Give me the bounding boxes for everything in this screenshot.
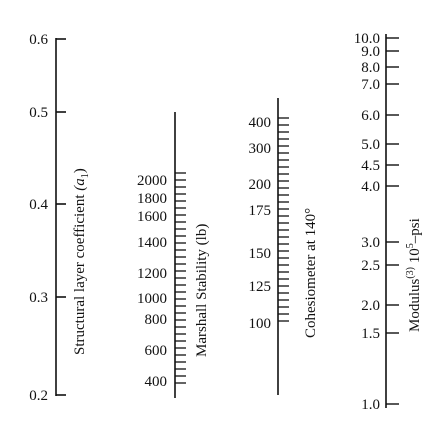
axis-title-marshall: Marshall Stability (lb)	[194, 224, 210, 357]
tick-label-modulus-12: 1.0	[361, 397, 380, 413]
axis-title-modulus: Modulus(3) 105–psi	[405, 218, 423, 332]
tick-label-modulus-8: 3.0	[361, 235, 380, 251]
tick-label-cohesiometer-1: 300	[249, 141, 272, 157]
axis-title-a1: Structural layer coefficient (a1)	[72, 168, 91, 355]
tick-label-modulus-0: 10.0	[354, 31, 380, 47]
tick-label-cohesiometer-2: 200	[249, 177, 272, 193]
tick-label-cohesiometer-5: 125	[249, 279, 272, 295]
tick-label-marshall-0: 2000	[137, 173, 167, 189]
tick-label-a1-3: 0.3	[29, 290, 48, 306]
tick-label-modulus-1: 9.0	[361, 44, 380, 60]
tick-label-modulus-6: 4.5	[361, 158, 380, 174]
tick-label-cohesiometer-6: 100	[249, 316, 272, 332]
tick-label-a1-2: 0.4	[29, 197, 48, 213]
tick-label-modulus-10: 2.0	[361, 298, 380, 314]
tick-label-cohesiometer-0: 400	[249, 115, 272, 131]
tick-label-modulus-9: 2.5	[361, 258, 380, 274]
tick-label-marshall-2: 1600	[137, 209, 167, 225]
tick-label-marshall-6: 800	[145, 312, 168, 328]
tick-label-marshall-3: 1400	[137, 235, 167, 251]
scale-modulus: 10.0 9.0 8.0 7.0 6.0 5.0 4.5 4.0 3.0 2.5…	[354, 31, 423, 413]
tick-label-modulus-7: 4.0	[361, 179, 380, 195]
tick-label-marshall-1: 1800	[137, 191, 167, 207]
scale-structural-layer-coefficient: 0.6 0.5 0.4 0.3 0.2 Structural layer coe…	[29, 32, 91, 404]
tick-label-a1-0: 0.6	[29, 32, 48, 48]
tick-label-modulus-5: 5.0	[361, 137, 380, 153]
tick-label-marshall-4: 1200	[137, 266, 167, 282]
minor-ticks-cohesiometer	[278, 117, 289, 322]
minor-ticks-marshall	[175, 172, 186, 384]
tick-label-marshall-7: 600	[145, 343, 168, 359]
tick-label-marshall-5: 1000	[137, 291, 167, 307]
tick-label-marshall-8: 400	[145, 374, 168, 390]
tick-label-a1-4: 0.2	[29, 388, 48, 404]
tick-label-modulus-2: 8.0	[361, 60, 380, 76]
scale-cohesiometer: 400 300 200 175 150 125 100 Cohesiometer…	[249, 98, 319, 395]
tick-label-modulus-3: 7.0	[361, 77, 380, 93]
tick-label-cohesiometer-3: 175	[249, 203, 272, 219]
axis-title-cohesiometer: Cohesiometer at 140°	[303, 208, 319, 338]
scale-marshall-stability: 2000 1800 1600 1400 1200 1000 800 600 40…	[137, 112, 210, 398]
tick-label-a1-1: 0.5	[29, 105, 48, 121]
tick-label-cohesiometer-4: 150	[249, 246, 272, 262]
tick-label-modulus-4: 6.0	[361, 108, 380, 124]
tick-label-modulus-11: 1.5	[361, 326, 380, 342]
